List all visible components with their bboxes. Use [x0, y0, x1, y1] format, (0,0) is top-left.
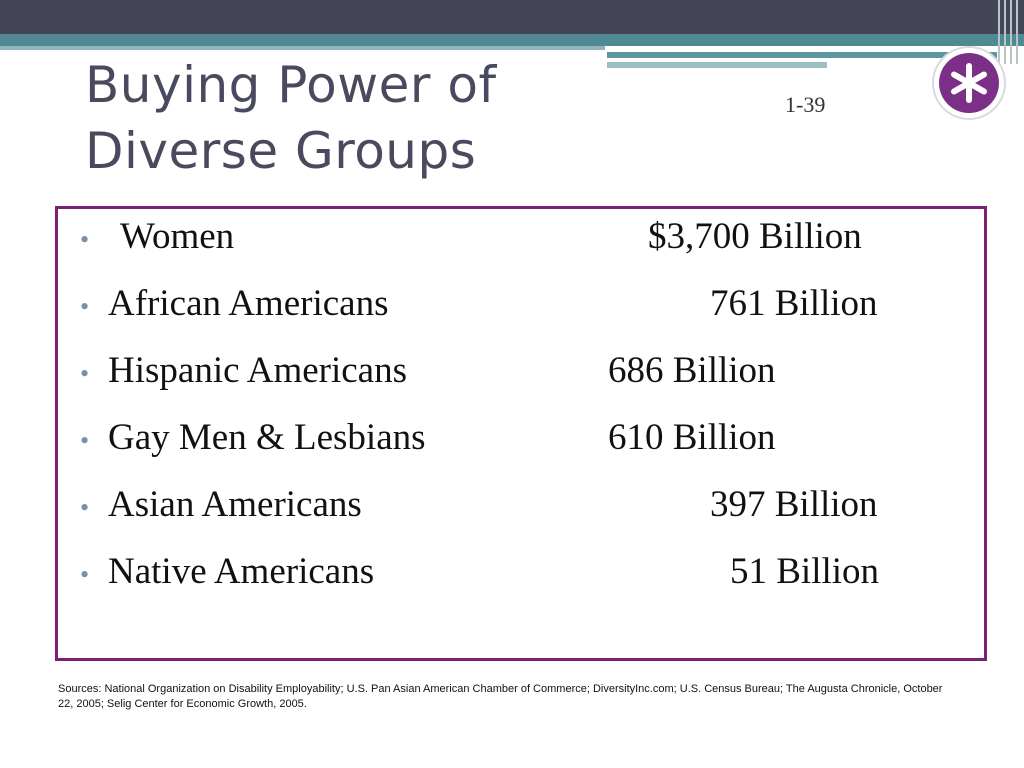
bullet-icon: •	[80, 493, 90, 522]
teal-accent-right-lower	[607, 62, 827, 68]
slide-title-line-2: Diverse Groups	[85, 122, 477, 180]
list-item: • Asian Americans 397 Billion	[80, 483, 960, 533]
list-item: • Gay Men & Lesbians 610 Billion	[80, 416, 960, 466]
bullet-icon: •	[80, 359, 90, 388]
group-label: Hispanic Americans	[108, 350, 407, 391]
group-label: Native Americans	[108, 551, 375, 592]
teal-accent-line	[0, 46, 605, 50]
asterisk-icon	[951, 63, 987, 103]
list-item: • Hispanic Americans 686 Billion	[80, 349, 960, 399]
slide-title-line-1: Buying Power of	[85, 56, 497, 114]
list-item: • Women $3,700 Billion	[80, 215, 960, 265]
badge-circle	[939, 53, 999, 113]
badge	[934, 48, 1004, 118]
slide-number: 1-39	[785, 92, 826, 117]
group-value: 397 Billion	[710, 484, 878, 525]
group-label: Gay Men & Lesbians	[108, 417, 426, 458]
bullet-icon: •	[80, 426, 90, 455]
teal-accent-right	[607, 52, 997, 58]
group-label: African Americans	[108, 283, 389, 324]
group-value: 610 Billion	[608, 417, 776, 458]
group-label: Asian Americans	[108, 484, 362, 525]
decorative-stripes	[994, 0, 1024, 768]
teal-band	[0, 34, 1024, 46]
group-value: 51 Billion	[730, 551, 880, 592]
list-item: • African Americans 761 Billion	[80, 282, 960, 332]
group-value: 761 Billion	[710, 283, 878, 324]
bullet-icon: •	[80, 225, 90, 254]
content-box: • Women $3,700 Billion • African America…	[55, 206, 987, 661]
top-bar	[0, 0, 1024, 34]
bullet-icon: •	[80, 292, 90, 321]
group-value: 686 Billion	[608, 350, 776, 391]
slide-title: Buying Power of Diverse Groups	[85, 52, 497, 184]
group-label: Women	[120, 216, 235, 257]
sources-footnote: Sources: National Organization on Disabi…	[58, 683, 943, 710]
list-item: • Native Americans 51 Billion	[80, 550, 960, 600]
group-value: $3,700 Billion	[648, 216, 862, 257]
bullet-icon: •	[80, 560, 90, 589]
